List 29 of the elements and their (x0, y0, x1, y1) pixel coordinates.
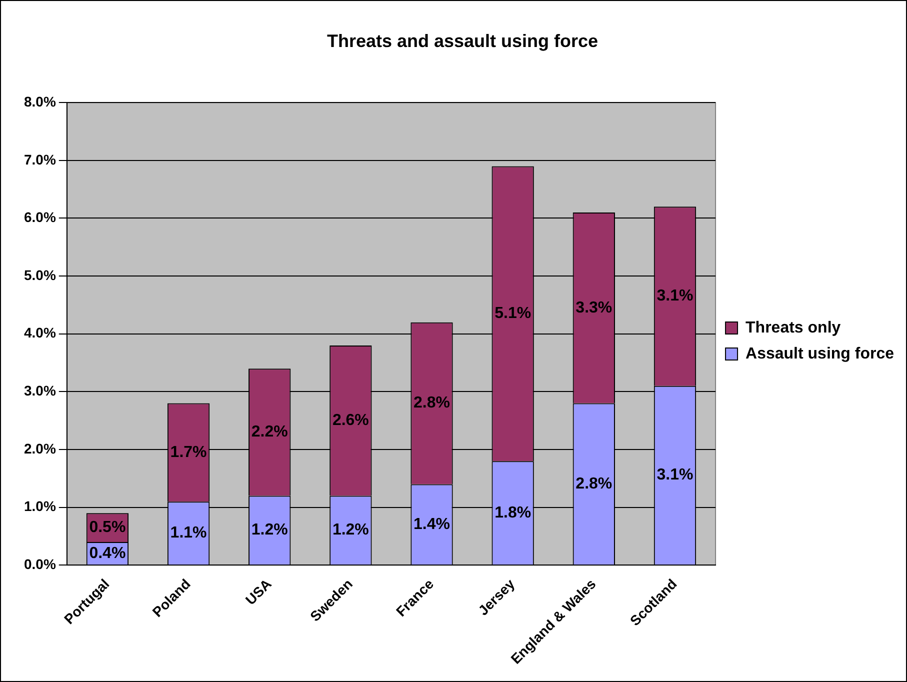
legend-label: Threats only (746, 319, 841, 336)
data-label: 2.8% (576, 475, 612, 492)
y-tick-label: 1.0% (24, 498, 56, 514)
y-tick-label: 2.0% (24, 440, 56, 456)
y-tick-label: 5.0% (24, 266, 56, 283)
y-tick-label: 8.0% (24, 93, 56, 110)
data-label: 2.2% (251, 424, 288, 441)
y-tick-label: 6.0% (24, 209, 56, 226)
data-label: 1.8% (494, 504, 532, 522)
data-label: 5.1% (494, 305, 532, 322)
y-tick-label: 7.0% (24, 151, 56, 168)
data-label: 3.1% (656, 466, 694, 484)
y-tick-label: 3.0% (24, 382, 56, 399)
data-label: 1.1% (170, 524, 207, 542)
data-label: 0.5% (89, 519, 126, 536)
data-label: 1.2% (332, 522, 369, 539)
data-label: 2.8% (414, 394, 450, 412)
data-label: 0.4% (89, 544, 126, 562)
data-label: 1.4% (414, 516, 450, 533)
chart-title: Threats and assault using force (326, 30, 598, 51)
y-tick-label: 4.0% (24, 324, 56, 341)
x-tick-label: USA (242, 576, 274, 608)
data-label: 3.1% (656, 288, 694, 305)
data-label: 3.3% (576, 299, 612, 316)
legend-label: Assault using force (746, 345, 894, 362)
y-tick-label: 0.0% (24, 556, 56, 572)
data-label: 2.6% (332, 412, 369, 430)
data-label: 1.7% (170, 444, 207, 461)
data-label: 1.2% (251, 522, 288, 539)
